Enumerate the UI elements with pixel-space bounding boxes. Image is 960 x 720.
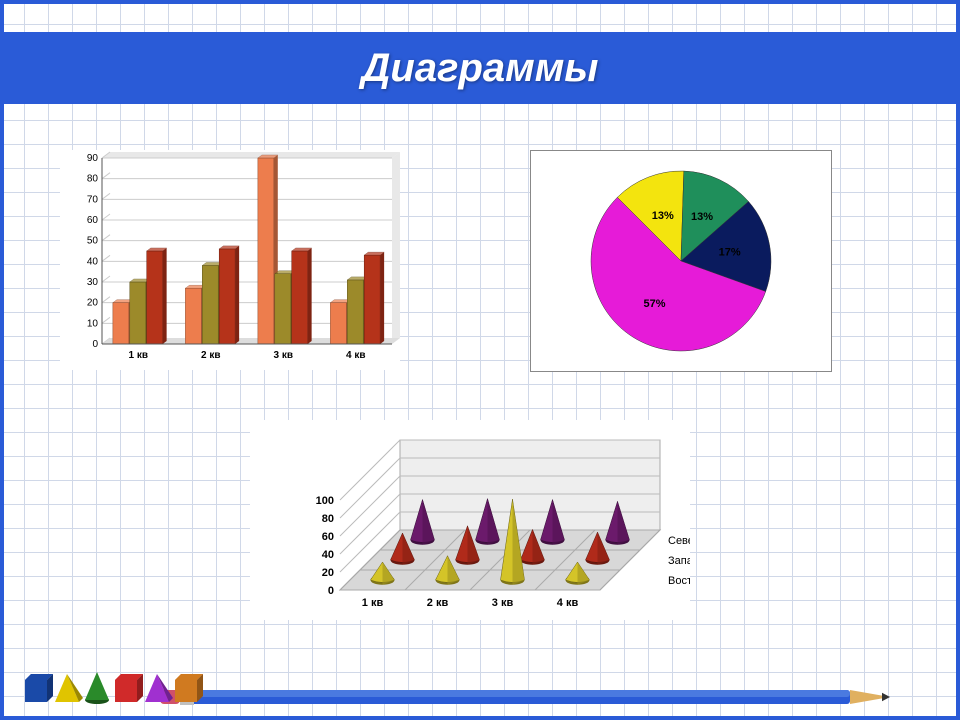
slide: Диаграммы 0 10 20 30 40 50 60 70 80 90 1 кв 2 кв 3 к…: [0, 0, 960, 720]
pie-chart: 13% 13% 17% 57%: [530, 150, 832, 372]
svg-text:10: 10: [87, 318, 99, 329]
svg-text:60: 60: [87, 215, 99, 226]
svg-text:20: 20: [322, 567, 334, 579]
svg-text:60: 60: [322, 531, 334, 543]
cone-chart-svg: 0 20 40 60 80 100 Север Запад Восток 1 кв 2 кв 3 кв…: [250, 420, 690, 620]
svg-text:13%: 13%: [691, 211, 713, 223]
cone-chart: 0 20 40 60 80 100 Север Запад Восток 1 кв 2 кв 3 кв…: [250, 420, 690, 620]
svg-text:2 кв: 2 кв: [201, 350, 221, 361]
svg-text:1 кв: 1 кв: [362, 597, 384, 609]
svg-text:40: 40: [322, 549, 334, 561]
bar-chart-svg: 0 10 20 30 40 50 60 70 80 90 1 кв 2 кв 3 кв 4 кв: [60, 150, 400, 370]
svg-text:0: 0: [92, 339, 98, 350]
svg-text:100: 100: [316, 495, 334, 507]
bar-chart: 0 10 20 30 40 50 60 70 80 90 1 кв 2 кв 3 кв 4 кв: [60, 150, 400, 370]
decor-svg: [10, 652, 950, 712]
decorative-footer: [10, 652, 950, 712]
svg-text:50: 50: [87, 236, 99, 247]
svg-text:1 кв: 1 кв: [129, 350, 149, 361]
svg-text:3 кв: 3 кв: [274, 350, 294, 361]
svg-text:4 кв: 4 кв: [346, 350, 366, 361]
svg-text:20: 20: [87, 298, 99, 309]
svg-text:40: 40: [87, 256, 99, 267]
svg-text:Запад: Запад: [668, 555, 690, 567]
svg-text:3 кв: 3 кв: [492, 597, 514, 609]
svg-text:70: 70: [87, 194, 99, 205]
svg-text:80: 80: [322, 513, 334, 525]
svg-text:2 кв: 2 кв: [427, 597, 449, 609]
svg-text:30: 30: [87, 277, 99, 288]
svg-text:80: 80: [87, 174, 99, 185]
svg-text:57%: 57%: [643, 298, 665, 310]
slide-title: Диаграммы: [362, 46, 599, 91]
svg-text:17%: 17%: [719, 247, 741, 259]
svg-text:13%: 13%: [652, 210, 674, 222]
svg-text:4 кв: 4 кв: [557, 597, 579, 609]
svg-text:Север: Север: [668, 535, 690, 547]
svg-text:0: 0: [328, 585, 334, 597]
pie-chart-svg: 13% 13% 17% 57%: [531, 151, 831, 371]
svg-text:90: 90: [87, 153, 99, 164]
svg-text:Восток: Восток: [668, 575, 690, 587]
title-band: Диаграммы: [4, 32, 956, 104]
